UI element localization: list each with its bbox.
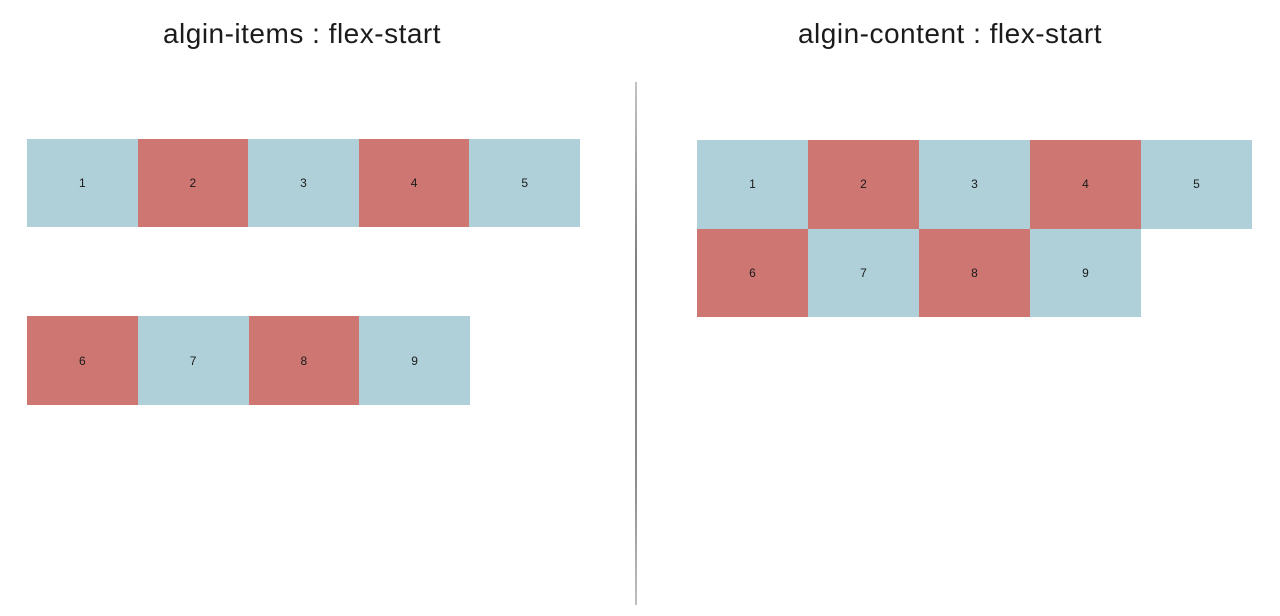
flex-box-8: 8: [248, 316, 360, 405]
flex-box-3: 3: [248, 139, 359, 227]
flex-box-9: 9: [359, 316, 470, 405]
flex-box-3: 3: [919, 140, 1030, 229]
flex-box-1: 1: [27, 139, 138, 227]
flex-box-1: 1: [697, 140, 808, 229]
flex-box-4: 4: [1030, 140, 1141, 229]
flex-box-4: 4: [358, 139, 470, 227]
flex-box-7: 7: [137, 316, 249, 405]
flex-box-5: 5: [469, 139, 580, 227]
flex-box-2: 2: [808, 140, 919, 229]
flex-box-6: 6: [27, 316, 138, 405]
panel-divider: [635, 82, 637, 605]
flex-box-2: 2: [137, 139, 249, 227]
flex-box-7: 7: [808, 228, 919, 317]
flex-box-8: 8: [919, 228, 1030, 317]
align-items-panel-title: algin-items : flex-start: [162, 18, 442, 49]
flex-box-9: 9: [1030, 228, 1141, 317]
flex-box-5: 5: [1141, 140, 1252, 229]
align-content-panel-title: algin-content : flex-start: [797, 18, 1103, 49]
flex-box-6: 6: [697, 228, 808, 317]
